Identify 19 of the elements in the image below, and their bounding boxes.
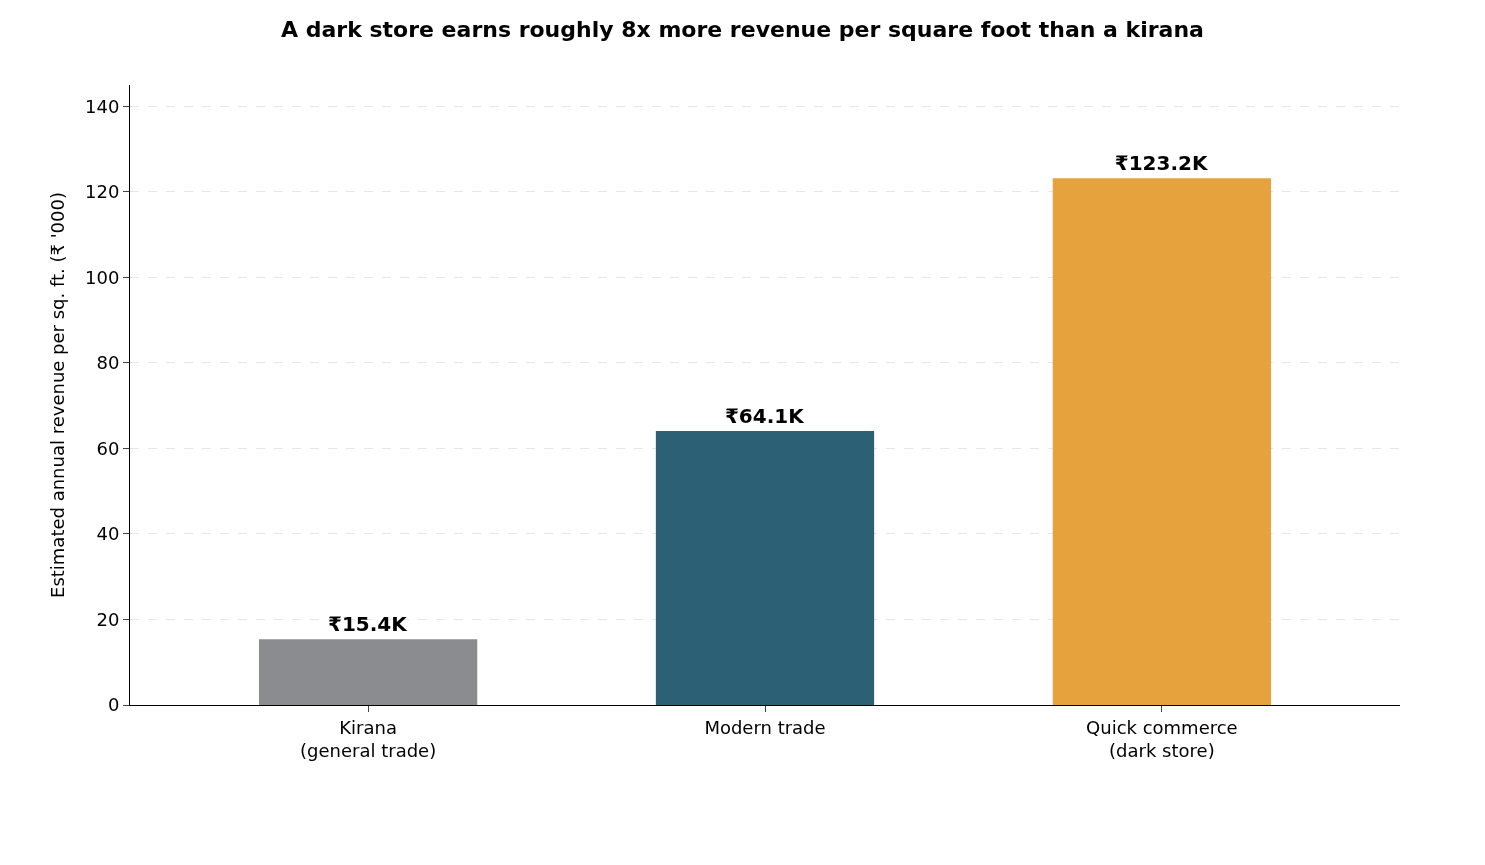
y-axis-title: Estimated annual revenue per sq. ft. (₹ '000) xyxy=(47,192,69,598)
data-label: ₹123.2K xyxy=(1114,151,1209,176)
y-tick-label: 120 xyxy=(85,181,120,203)
y-tick-label: 20 xyxy=(96,608,120,630)
bar xyxy=(655,430,875,705)
data-label: ₹64.1K xyxy=(724,403,806,428)
data-label: ₹15.4K xyxy=(327,612,409,637)
bar xyxy=(258,639,478,705)
y-tick-label: 140 xyxy=(85,95,120,117)
y-tick-label: 40 xyxy=(96,523,120,545)
y-tick-label: 0 xyxy=(107,694,120,716)
bar xyxy=(1052,178,1272,705)
chart-title: A dark store earns roughly 8x more revenue per square foot than a kirana xyxy=(281,17,1204,43)
y-tick-label: 100 xyxy=(85,266,120,288)
x-tick-label: Quick commerce (dark store) xyxy=(1086,716,1238,761)
x-tick-label: Modern trade xyxy=(704,716,826,738)
x-tick-label: Kirana (general trade) xyxy=(300,716,437,761)
y-tick-label: 60 xyxy=(96,437,120,459)
y-tick-label: 80 xyxy=(96,352,120,374)
